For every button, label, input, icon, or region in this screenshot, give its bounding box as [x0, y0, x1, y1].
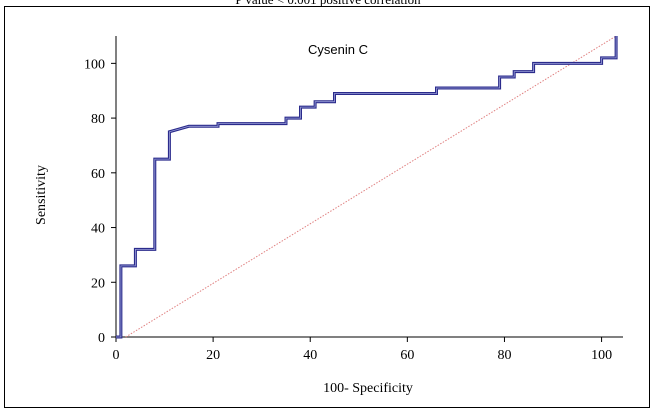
- chart-frame: 0 20 40 60 80 100 0 20 40 60 80 100 Cysenin C 100- Sp…: [4, 6, 650, 408]
- x-tick-label: 100: [591, 348, 612, 363]
- roc-chart: 0 20 40 60 80 100 0 20 40 60 80 100 Cysenin C 100- Sp…: [34, 35, 623, 396]
- y-tick-label: 100: [84, 57, 105, 72]
- y-tick-label: 60: [91, 167, 105, 182]
- roc-curve-highlight: [116, 36, 617, 338]
- x-tick-label: 20: [206, 348, 220, 363]
- roc-curve: [116, 36, 618, 339]
- x-tick-label: 40: [303, 348, 317, 363]
- y-tick-label: 20: [91, 276, 105, 291]
- chart-caption: P value < 0.001 positive correlation: [0, 0, 656, 8]
- x-axis-title: 100- Specificity: [323, 381, 413, 396]
- y-tick-label: 0: [98, 331, 105, 346]
- y-tick-label: 40: [91, 222, 105, 237]
- y-axis-title: Sensitivity: [34, 165, 49, 225]
- x-tick-label: 0: [113, 348, 120, 363]
- chart-title: Cysenin C: [308, 42, 368, 57]
- y-tick-label: 80: [91, 112, 105, 127]
- x-tick-label: 80: [497, 348, 511, 363]
- reference-line: [125, 35, 617, 338]
- x-tick-label: 60: [400, 348, 414, 363]
